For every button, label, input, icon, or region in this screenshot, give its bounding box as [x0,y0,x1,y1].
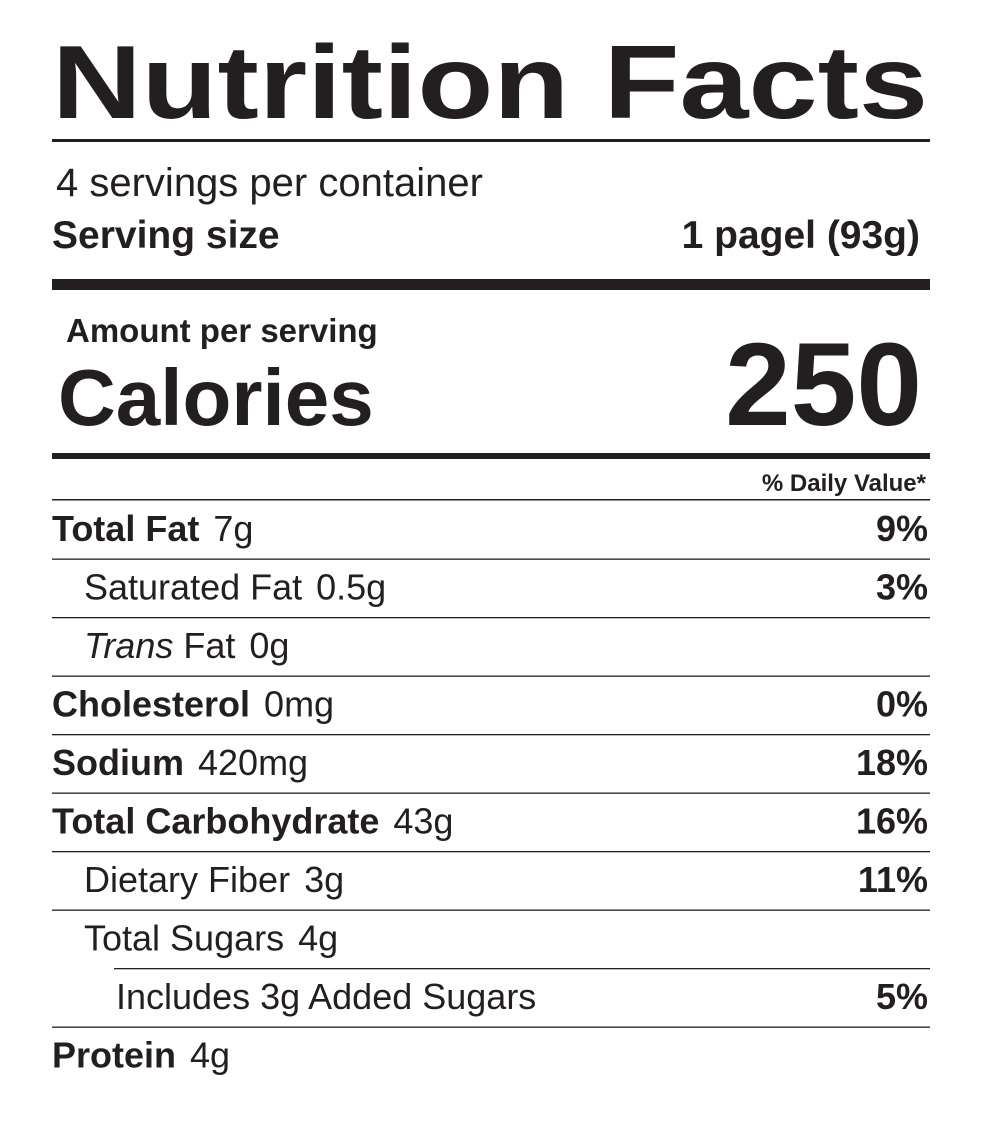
nutrient-name: Total Sugars [84,918,284,959]
nutrient-amount: 7g [213,508,253,549]
nutrient-amount: 4g [190,1035,230,1076]
title: Nutrition Facts [52,25,928,141]
nutrient-name: Includes 3g Added Sugars [116,976,536,1017]
nutrient-name: Sodium [52,742,184,783]
medium-divider [52,453,930,459]
nutrient-amount: 0.5g [316,567,386,608]
thick-divider [52,279,930,290]
nutrient-row-text: Dietary Fiber 3g [84,859,344,900]
nutrient-name: Protein [52,1035,176,1076]
nutrient-amount: 420mg [198,742,308,783]
daily-value: 16% [856,801,928,842]
row-divider [52,851,930,853]
divider [52,139,930,142]
nutrient-row-text: Total Sugars 4g [84,918,338,959]
daily-value-header: % Daily Value* [762,470,927,497]
nutrient-row-text: Total Fat 7g [52,508,253,549]
row-divider [52,909,930,911]
nutrient-row-text: Cholesterol 0mg [52,684,334,725]
daily-value: 3% [876,567,928,608]
row-divider [114,968,930,970]
row-divider [52,1026,930,1028]
servings: 4 servings per container [56,161,483,205]
nutrient-amount: 3g [304,859,344,900]
daily-value: 18% [856,742,928,783]
serving-size: 1 pagel (93g) [682,214,920,257]
nutrient-amount: 0g [249,625,289,666]
divider [52,499,930,501]
daily-value: 9% [876,508,928,549]
nutrient-row-text: Protein 4g [52,1035,230,1076]
nutrient-name: Total Fat [52,508,199,549]
nutrient-amount: 43g [393,801,453,842]
nutrient-row-text: Total Carbohydrate 43g [52,801,453,842]
nutrient-row-text: Trans Fat 0g [84,625,289,666]
row-divider [52,792,930,794]
nutrient-name: Fat [183,625,235,666]
row-divider [52,734,930,736]
calories-label: Calories [58,353,374,442]
row-divider [52,617,930,619]
daily-value: 0% [876,684,928,725]
row-divider [52,675,930,677]
nutrient-name-italic: Trans [84,625,173,666]
serving-size-label: Serving size [52,214,280,257]
nutrient-amount: 0mg [264,684,334,725]
amount-per-serving: Amount per serving [66,312,378,349]
nutrient-amount: 4g [298,918,338,959]
nutrient-name: Dietary Fiber [84,859,290,900]
daily-value: 5% [876,976,928,1017]
daily-value: 11% [858,859,928,900]
row-divider [52,558,930,560]
nutrient-name: Total Carbohydrate [52,801,379,842]
nutrient-row-text: Includes 3g Added Sugars [116,976,536,1017]
calories-value: 250 [725,319,922,451]
nutrient-row-text: Sodium 420mg [52,742,308,783]
nutrient-name: Saturated Fat [84,567,302,608]
nutrient-name: Cholesterol [52,684,250,725]
nutrient-row-text: Saturated Fat 0.5g [84,567,386,608]
